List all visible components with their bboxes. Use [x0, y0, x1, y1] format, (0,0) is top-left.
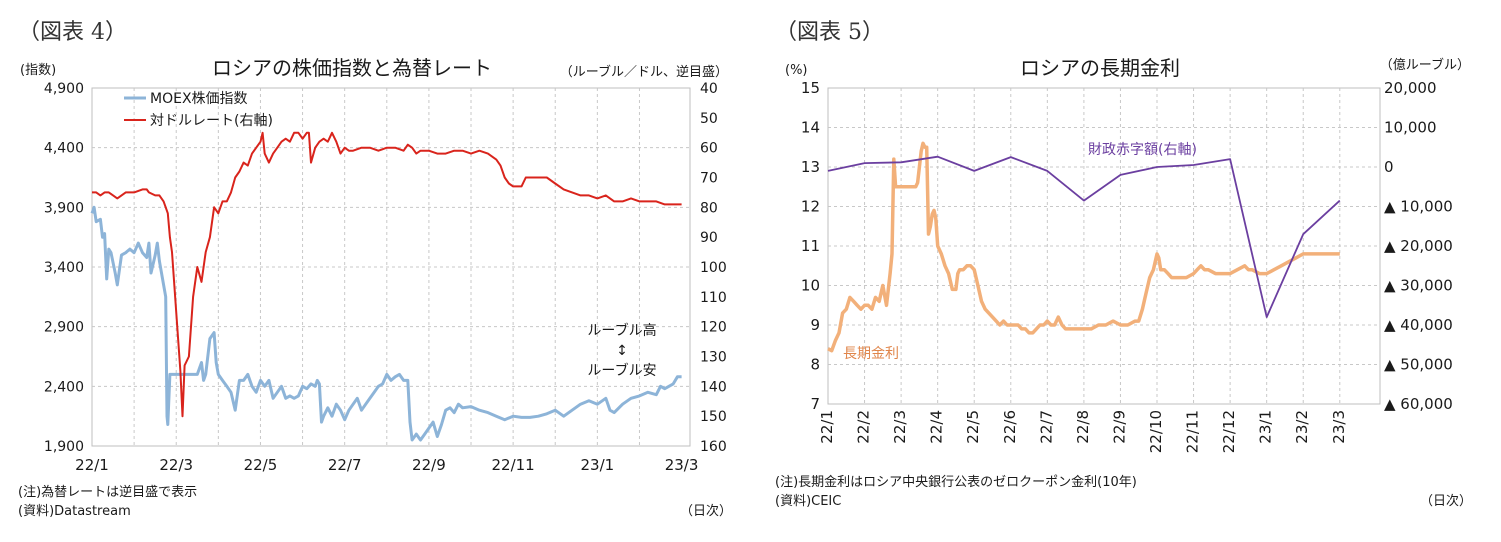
- chart1-right-unit: （ルーブル／ドル、逆目盛）: [560, 64, 728, 80]
- chart2-x-tick: 22/8: [1074, 410, 1092, 444]
- ruble-weak-annotation: ルーブル安: [587, 362, 656, 379]
- chart2-left-tick: 14: [801, 119, 820, 137]
- chart2-right-tick: 0: [1384, 158, 1394, 176]
- chart2-right-tick: ▲ 50,000: [1384, 356, 1453, 374]
- chart1-x-tick: 22/3: [159, 456, 193, 474]
- chart2-left-tick: 10: [801, 277, 820, 295]
- chart2-title: ロシアの長期金利: [1020, 56, 1180, 80]
- chart1-right-tick: 160: [700, 439, 727, 455]
- chart2-left-tick: 7: [810, 395, 820, 413]
- chart1-left-tick: 2,400: [44, 379, 84, 395]
- chart2-left-tick: 9: [810, 316, 820, 334]
- chart2-right-tick: 10,000: [1384, 119, 1437, 137]
- legend-label: MOEX株価指数: [150, 91, 248, 107]
- chart1-x-tick: 22/5: [244, 456, 278, 474]
- chart1-right-tick: 70: [700, 171, 718, 187]
- chart1-right-tick: 130: [700, 350, 727, 366]
- chart2-x-tick: 22/5: [964, 410, 982, 444]
- chart2-x-tick: 22/10: [1147, 410, 1165, 453]
- chart2-source: (資料)CEIC: [775, 494, 842, 509]
- chart2-right-tick: ▲ 10,000: [1384, 198, 1453, 216]
- moex-and-ruble-chart: ロシアの株価指数と為替レート (指数) （ルーブル／ドル、逆目盛） 1,9002…: [20, 56, 728, 474]
- chart1-x-tick: 22/7: [328, 456, 362, 474]
- fiscal-deficit-line: [827, 155, 1341, 318]
- chart2-left-tick: 13: [801, 158, 820, 176]
- moex-index-line: [90, 205, 682, 442]
- ruble-strong-annotation: ルーブル高: [587, 322, 656, 339]
- chart2-x-tick: 22/11: [1184, 410, 1202, 453]
- chart2-x-tick: 22/7: [1037, 410, 1055, 444]
- chart1-x-tick: 23/1: [581, 456, 615, 474]
- chart1-left-tick: 3,900: [44, 200, 84, 216]
- chart1-right-tick: 150: [700, 409, 727, 425]
- figure-5-label: （図表 5）: [775, 20, 884, 45]
- chart1-left-tick: 1,900: [44, 439, 84, 455]
- chart2-note: (注)長期金利はロシア中央銀行公表のゼロクーポン金利(10年): [775, 475, 1137, 490]
- chart2-x-tick: 22/9: [1110, 410, 1128, 444]
- ruble-rate-line: [92, 131, 682, 418]
- chart2-x-tick: 22/6: [1001, 410, 1019, 444]
- chart1-left-tick: 2,900: [44, 320, 84, 336]
- chart1-note: (注)為替レートは逆目盛で表示: [18, 485, 198, 500]
- chart1-right-tick: 40: [700, 81, 718, 97]
- chart1-left-tick: 4,900: [44, 81, 84, 97]
- chart1-right-tick: 60: [700, 141, 718, 157]
- chart2-x-tick: 22/1: [818, 410, 836, 444]
- long-term-rate-line: [827, 141, 1340, 353]
- chart2-right-tick: ▲ 30,000: [1384, 277, 1453, 295]
- rate-series-label: 長期金利: [843, 346, 899, 362]
- chart2-x-tick: 22/4: [928, 410, 946, 444]
- chart1-right-tick: 110: [700, 290, 727, 306]
- chart2-x-tick: 23/1: [1257, 410, 1275, 444]
- chart1-source: (資料)Datastream: [18, 504, 131, 519]
- deficit-series-label: 財政赤字額(右軸): [1088, 142, 1197, 158]
- chart1-right-tick: 120: [700, 320, 727, 336]
- chart2-right-tick: ▲ 20,000: [1384, 237, 1453, 255]
- chart1-right-tick: 50: [700, 111, 718, 127]
- chart2-x-tick: 22/2: [855, 410, 873, 444]
- chart2-left-tick: 12: [801, 198, 820, 216]
- chart2-left-unit: (%): [785, 63, 808, 78]
- chart2-left-tick: 15: [801, 79, 820, 97]
- chart1-x-tick: 23/3: [665, 456, 699, 474]
- chart1-frequency: （日次）: [680, 504, 733, 519]
- chart2-x-tick: 23/3: [1330, 410, 1348, 444]
- chart1-left-unit: (指数): [20, 63, 56, 78]
- chart1-x-tick: 22/11: [492, 456, 535, 474]
- chart1-right-tick: 100: [700, 260, 727, 276]
- chart2-right-unit: （億ルーブル）: [1380, 57, 1470, 73]
- chart1-right-tick: 80: [700, 200, 718, 216]
- chart2-x-tick: 22/3: [891, 410, 909, 444]
- chart2-frequency: （日次）: [1420, 494, 1473, 509]
- chart1-x-tick: 22/1: [75, 456, 109, 474]
- chart2-right-tick: 20,000: [1384, 79, 1437, 97]
- chart1-left-tick: 4,400: [44, 141, 84, 157]
- chart1-right-tick: 140: [700, 379, 727, 395]
- chart2-x-tick: 23/2: [1293, 410, 1311, 444]
- figure-4-label: （図表 4）: [18, 20, 127, 45]
- chart1-title: ロシアの株価指数と為替レート: [212, 56, 492, 80]
- chart2-left-tick: 11: [801, 237, 820, 255]
- chart1-x-tick: 22/9: [412, 456, 446, 474]
- chart2-left-tick: 8: [810, 356, 820, 374]
- chart2-x-tick: 22/12: [1220, 410, 1238, 453]
- legend-label: 対ドルレート(右軸): [150, 113, 273, 129]
- chart1-left-tick: 3,400: [44, 260, 84, 276]
- chart2-right-tick: ▲ 40,000: [1384, 316, 1453, 334]
- arrow-annotation: ↕: [616, 343, 628, 359]
- chart2-right-tick: ▲ 60,000: [1384, 395, 1453, 413]
- chart1-right-tick: 90: [700, 230, 718, 246]
